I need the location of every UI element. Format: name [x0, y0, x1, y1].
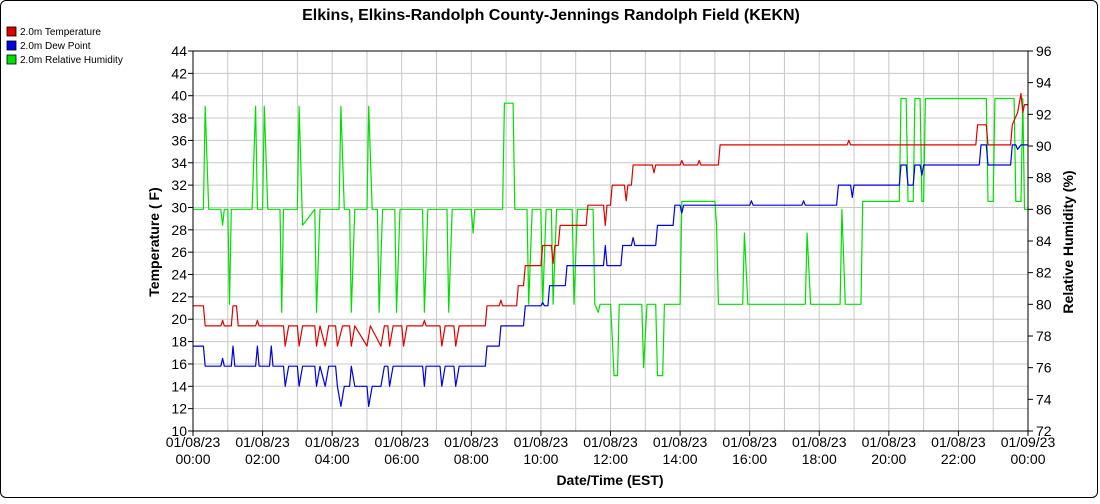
- right-tick-label: 88: [1036, 170, 1052, 186]
- x-axis-ticks: 01/08/2300:0001/08/2302:0001/08/2304:000…: [166, 431, 1056, 467]
- left-tick-label: 22: [171, 289, 187, 305]
- right-tick-label: 92: [1036, 106, 1052, 122]
- x-tick-date: 01/08/23: [444, 434, 499, 450]
- y-axis-right-label: Relative Humidity (%): [1060, 170, 1076, 313]
- left-tick-label: 26: [171, 244, 187, 260]
- series-line-2-0m-dew-point: [193, 144, 1028, 407]
- x-tick-date: 01/08/23: [583, 434, 638, 450]
- left-tick-label: 28: [171, 222, 187, 238]
- right-tick-label: 74: [1036, 391, 1052, 407]
- x-tick-time: 06:00: [384, 451, 419, 467]
- legend-swatch: [6, 40, 17, 51]
- x-tick-time: 22:00: [941, 451, 976, 467]
- x-tick-date: 01/08/23: [514, 434, 569, 450]
- x-tick-date: 01/08/23: [166, 434, 221, 450]
- left-tick-label: 14: [171, 378, 187, 394]
- right-tick-label: 94: [1036, 75, 1052, 91]
- x-tick-time: 04:00: [315, 451, 350, 467]
- x-tick-time: 08:00: [454, 451, 489, 467]
- x-tick-date: 01/08/23: [653, 434, 708, 450]
- left-tick-label: 20: [171, 311, 187, 327]
- x-tick-date: 01/08/23: [862, 434, 917, 450]
- right-tick-label: 80: [1036, 296, 1052, 312]
- x-tick-date: 01/08/23: [931, 434, 986, 450]
- left-tick-label: 44: [171, 43, 187, 59]
- right-axis-ticks: 72 74 76 78 80 82 84 86 88 90 92 94 96: [1028, 43, 1052, 439]
- right-tick-label: 78: [1036, 328, 1052, 344]
- legend-label: 2.0m Dew Point: [20, 41, 91, 52]
- x-tick-time: 16:00: [732, 451, 767, 467]
- left-axis-ticks: 10 12 14 16 18 20 22 24 26 28 30 32 34 36 38 40 42 44: [171, 43, 193, 439]
- x-tick-time: 14:00: [663, 451, 698, 467]
- x-tick-date: 01/09/23: [1001, 434, 1056, 450]
- right-tick-label: 84: [1036, 233, 1052, 249]
- y-axis-left-label: Temperature ( F): [146, 187, 162, 296]
- x-tick-time: 00:00: [175, 451, 210, 467]
- x-tick-time: 20:00: [871, 451, 906, 467]
- x-tick-time: 12:00: [593, 451, 628, 467]
- left-tick-label: 24: [171, 267, 187, 283]
- right-tick-label: 96: [1036, 43, 1052, 59]
- legend-swatch: [6, 26, 17, 37]
- series-line-2-0m-temperature: [193, 92, 1028, 347]
- series-line-2-0m-relative-humidity: [193, 97, 1028, 377]
- x-tick-time: 02:00: [245, 451, 280, 467]
- right-tick-label: 82: [1036, 265, 1052, 281]
- left-tick-label: 42: [171, 65, 187, 81]
- legend-swatch: [6, 54, 17, 65]
- left-tick-label: 16: [171, 356, 187, 372]
- grid: [192, 50, 1029, 432]
- right-tick-label: 76: [1036, 360, 1052, 376]
- x-tick-time: 18:00: [802, 451, 837, 467]
- x-tick-time: 00:00: [1010, 451, 1045, 467]
- left-tick-label: 30: [171, 199, 187, 215]
- left-tick-label: 34: [171, 155, 187, 171]
- x-tick-date: 01/08/23: [722, 434, 777, 450]
- x-tick-time: 10:00: [523, 451, 558, 467]
- x-tick-date: 01/08/23: [305, 434, 360, 450]
- x-tick-date: 01/08/23: [375, 434, 430, 450]
- left-tick-label: 36: [171, 132, 187, 148]
- legend-label: 2.0m Relative Humidity: [20, 55, 123, 66]
- chart-title: Elkins, Elkins-Randolph County-Jennings …: [302, 7, 800, 24]
- right-tick-label: 86: [1036, 201, 1052, 217]
- x-axis-label: Date/Time (EST): [556, 472, 663, 488]
- left-tick-label: 18: [171, 334, 187, 350]
- legend: 2.0m Temperature 2.0m Dew Point 2.0m Relat…: [6, 26, 123, 66]
- legend-label: 2.0m Temperature: [20, 27, 101, 38]
- left-tick-label: 12: [171, 401, 187, 417]
- left-tick-label: 32: [171, 177, 187, 193]
- left-tick-label: 10: [171, 423, 187, 439]
- right-tick-label: 72: [1036, 423, 1052, 439]
- left-tick-label: 40: [171, 88, 187, 104]
- left-tick-label: 38: [171, 110, 187, 126]
- series-layer: [193, 92, 1028, 407]
- x-tick-date: 01/08/23: [792, 434, 847, 450]
- right-tick-label: 90: [1036, 138, 1052, 154]
- x-tick-date: 01/08/23: [235, 434, 290, 450]
